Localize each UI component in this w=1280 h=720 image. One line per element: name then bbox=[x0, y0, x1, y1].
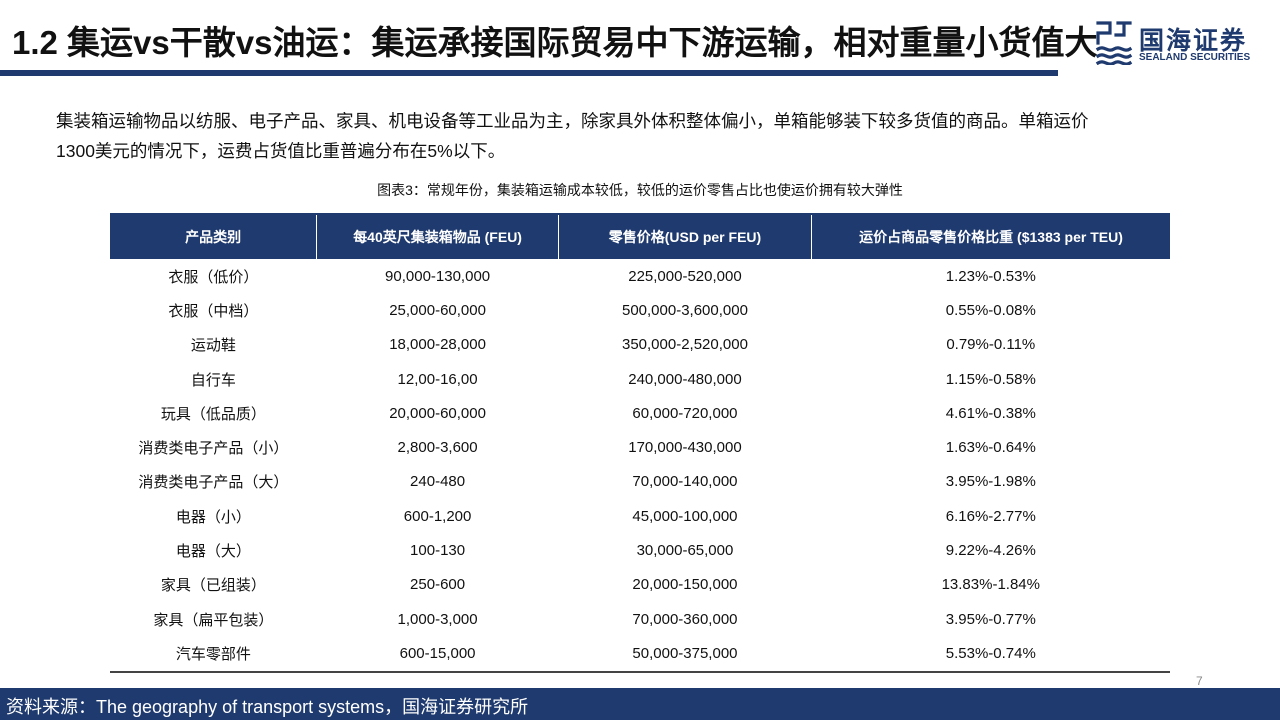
cell-freight-share: 4.61%-0.38% bbox=[945, 404, 1036, 422]
table-row: 电器（大） 100-130 30,000-65,000 9.22%-4.26% bbox=[110, 533, 1170, 567]
cell-retail-price: 240,000-480,000 bbox=[628, 370, 742, 388]
cell-product-category: 家具（扁平包装） bbox=[153, 611, 274, 629]
header-product-category: 产品类别 bbox=[110, 214, 317, 259]
cell-product-category: 家具（已组装） bbox=[160, 577, 266, 595]
table-row: 家具（已组装） 250-600 20,000-150,000 13.83%-1.84% bbox=[110, 568, 1170, 602]
cell-retail-price: 170,000-430,000 bbox=[628, 439, 742, 457]
cell-freight-share: 1.15%-0.58% bbox=[945, 370, 1036, 388]
cell-freight-share: 0.79%-0.11% bbox=[946, 336, 1036, 354]
cell-items-per-feu: 240-480 bbox=[410, 473, 466, 491]
page-number: 7 bbox=[1196, 674, 1203, 688]
table-header-row: 产品类别 每40英尺集装箱物品 (FEU) 零售价格(USD per FEU) … bbox=[110, 214, 1170, 259]
cell-retail-price: 45,000-100,000 bbox=[632, 507, 738, 525]
cell-product-category: 运动鞋 bbox=[190, 337, 236, 355]
cell-product-category: 衣服（低价） bbox=[168, 268, 259, 286]
cell-retail-price: 50,000-375,000 bbox=[558, 636, 812, 673]
table-row: 玩具（低品质） 20,000-60,000 60,000-720,000 4.61%-… bbox=[110, 396, 1170, 430]
cell-items-per-feu: 1,000-3,000 bbox=[397, 610, 478, 628]
cell-items-per-feu: 2,800-3,600 bbox=[397, 439, 478, 457]
cell-items-per-feu: 90,000-130,000 bbox=[385, 267, 491, 285]
cell-retail-price: 225,000-520,000 bbox=[628, 267, 742, 285]
slide-title: 1.2 集运vs干散vs油运：集运承接国际贸易中下游运输，相对重量小货值大 bbox=[12, 24, 1098, 61]
cell-freight-share: 1.23%-0.53% bbox=[945, 267, 1036, 285]
cell-retail-price: 60,000-720,000 bbox=[632, 404, 738, 422]
cell-retail-price: 30,000-65,000 bbox=[636, 542, 734, 560]
cell-items-per-feu: 250-600 bbox=[410, 576, 466, 594]
cell-items-per-feu: 20,000-60,000 bbox=[389, 404, 486, 422]
cell-items-per-feu: 25,000-60,000 bbox=[389, 301, 486, 319]
table-row: 衣服（低价） 90,000-130,000 225,000-520,000 1.23%… bbox=[110, 259, 1170, 293]
cell-retail-price: 20,000-150,000 bbox=[632, 576, 738, 594]
cell-freight-share: 13.83%-1.84% bbox=[941, 576, 1040, 594]
cell-items-per-feu: 100-130 bbox=[410, 542, 466, 560]
freight-share-table: 产品类别 每40英尺集装箱物品 (FEU) 零售价格(USD per FEU) … bbox=[110, 213, 1170, 673]
cell-freight-share: 5.53%-0.74% bbox=[811, 636, 1170, 673]
intro-paragraph: 集装箱运输物品以纺服、电子产品、家具、机电设备等工业品为主，除家具外体积整体偏小… bbox=[56, 111, 1089, 161]
cell-freight-share: 0.55%-0.08% bbox=[945, 301, 1036, 319]
company-logo: 国海证券 SEALAND SECURITIES bbox=[1094, 19, 1274, 69]
logo-name-cn: 国海证券 bbox=[1139, 27, 1248, 55]
cell-product-category: 电器（小） bbox=[175, 508, 251, 526]
footer-bar: 资料来源：The geography of transport systems，… bbox=[0, 688, 1280, 720]
cell-product-category: 消费类电子产品（小） bbox=[138, 440, 289, 458]
table-row: 衣服（中档） 25,000-60,000 500,000-3,600,000 0.55… bbox=[110, 293, 1170, 327]
header-items-per-feu: 每40英尺集装箱物品 (FEU) bbox=[316, 214, 559, 259]
cell-items-per-feu: 600-15,000 bbox=[316, 636, 559, 673]
cell-retail-price: 350,000-2,520,000 bbox=[621, 336, 748, 354]
logo-name-en: SEALAND SECURITIES bbox=[1139, 52, 1251, 63]
header-retail-price: 零售价格(USD per FEU) bbox=[557, 214, 812, 259]
table-row: 电器（小） 600-1,200 45,000-100,000 6.16%-2.77% bbox=[110, 499, 1170, 533]
table-row: 汽车零部件 600-15,000 50,000-375,000 5.53%-0.74% bbox=[110, 636, 1170, 673]
cell-freight-share: 9.22%-4.26% bbox=[945, 542, 1036, 560]
table-row: 消费类电子产品（小） 2,800-3,600 170,000-430,000 1.63… bbox=[110, 430, 1170, 464]
cell-items-per-feu: 12,00-16,00 bbox=[397, 370, 478, 388]
cell-items-per-feu: 18,000-28,000 bbox=[389, 336, 486, 354]
cell-freight-share: 3.95%-0.77% bbox=[945, 610, 1036, 628]
title-underline bbox=[0, 70, 1058, 76]
cell-retail-price: 500,000-3,600,000 bbox=[621, 301, 748, 319]
table-row: 自行车 12,00-16,00 240,000-480,000 1.15%-0.58% bbox=[110, 362, 1170, 396]
cell-product-category: 电器（大） bbox=[175, 543, 251, 561]
cell-product-category: 衣服（中档） bbox=[168, 302, 259, 320]
cell-freight-share: 6.16%-2.77% bbox=[945, 507, 1036, 525]
table-caption: 图表3：常规年份，集装箱运输成本较低，较低的运价零售占比也使运价拥有较大弹性 bbox=[377, 182, 903, 198]
table-row: 消费类电子产品（大） 240-480 70,000-140,000 3.95%-1.9… bbox=[110, 465, 1170, 499]
header-freight-share: 运价占商品零售价格比重 ($1383 per TEU) bbox=[811, 214, 1170, 259]
cell-retail-price: 70,000-140,000 bbox=[632, 473, 738, 491]
cell-product-category: 汽车零部件 bbox=[110, 636, 317, 673]
cell-product-category: 消费类电子产品（大） bbox=[138, 474, 289, 492]
cell-items-per-feu: 600-1,200 bbox=[403, 507, 472, 525]
table-row: 家具（扁平包装） 1,000-3,000 70,000-360,000 3.95%-0… bbox=[110, 602, 1170, 636]
sealand-logo-icon bbox=[1095, 21, 1133, 65]
table-row: 运动鞋 18,000-28,000 350,000-2,520,000 0.79%-0… bbox=[110, 328, 1170, 362]
cell-retail-price: 70,000-360,000 bbox=[632, 610, 738, 628]
cell-freight-share: 3.95%-1.98% bbox=[945, 473, 1036, 491]
table-body: 衣服（低价） 90,000-130,000 225,000-520,000 1.23%… bbox=[110, 259, 1170, 673]
cell-product-category: 自行车 bbox=[190, 371, 236, 389]
cell-freight-share: 1.63%-0.64% bbox=[945, 439, 1036, 457]
source-note: 资料来源：The geography of transport systems，… bbox=[6, 697, 529, 717]
cell-product-category: 玩具（低品质） bbox=[160, 405, 266, 423]
